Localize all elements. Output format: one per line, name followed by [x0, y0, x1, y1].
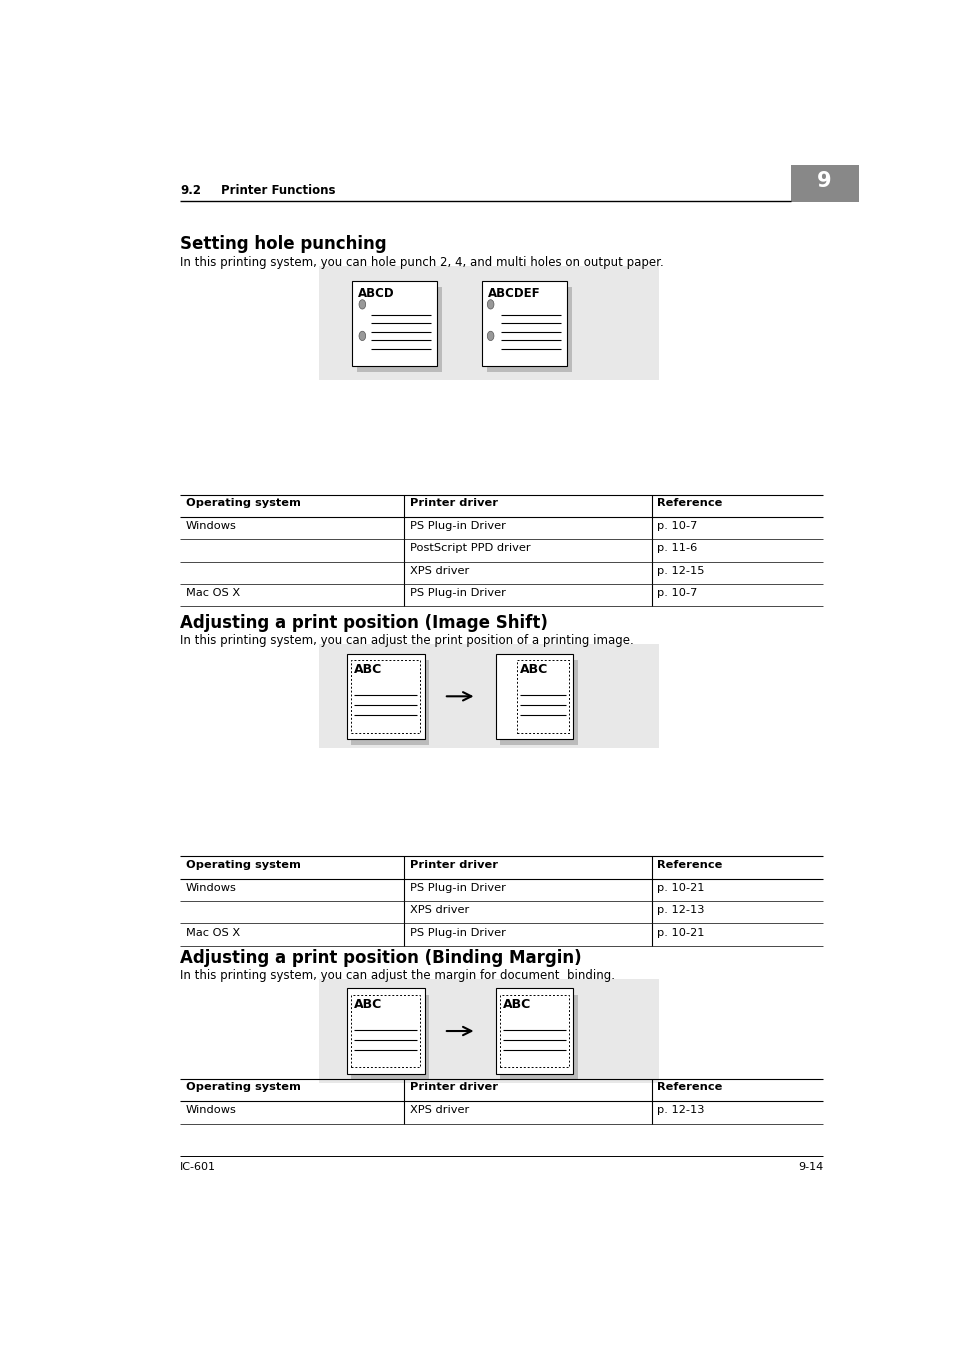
Bar: [352, 281, 436, 366]
Text: 9.2: 9.2: [180, 185, 201, 197]
Bar: [318, 644, 659, 748]
Text: IC-601: IC-601: [180, 1162, 215, 1172]
Text: In this printing system, you can adjust the print position of a printing image.: In this printing system, you can adjust …: [180, 634, 633, 647]
Circle shape: [358, 331, 365, 340]
Text: p. 10-7: p. 10-7: [657, 521, 698, 531]
Text: p. 12-15: p. 12-15: [657, 566, 704, 576]
Bar: [351, 660, 429, 745]
Text: Operating system: Operating system: [186, 1081, 300, 1092]
Bar: [499, 995, 578, 1080]
Bar: [318, 979, 659, 1083]
Text: XPS driver: XPS driver: [410, 1106, 469, 1115]
Text: Windows: Windows: [186, 883, 236, 892]
Text: Printer driver: Printer driver: [410, 498, 497, 508]
Text: Reference: Reference: [657, 860, 722, 869]
Text: PS Plug-in Driver: PS Plug-in Driver: [410, 883, 505, 892]
Text: PS Plug-in Driver: PS Plug-in Driver: [410, 927, 505, 938]
Text: Windows: Windows: [186, 521, 236, 531]
Text: Reference: Reference: [657, 498, 722, 508]
Text: Mac OS X: Mac OS X: [186, 589, 239, 598]
Bar: [356, 286, 441, 373]
Bar: [481, 281, 566, 366]
Text: 9-14: 9-14: [797, 1162, 822, 1172]
Circle shape: [487, 331, 494, 340]
Text: In this printing system, you can hole punch 2, 4, and multi holes on output pape: In this printing system, you can hole pu…: [180, 255, 663, 269]
Bar: [318, 266, 659, 381]
Bar: [499, 660, 578, 745]
Text: ABC: ABC: [354, 998, 382, 1011]
Text: p. 11-6: p. 11-6: [657, 544, 697, 554]
Bar: [486, 286, 571, 373]
Bar: [496, 653, 573, 738]
Text: XPS driver: XPS driver: [410, 566, 469, 576]
Bar: [517, 660, 568, 733]
Text: 9: 9: [817, 170, 831, 190]
Text: Adjusting a print position (Image Shift): Adjusting a print position (Image Shift): [180, 614, 547, 632]
Text: Printer driver: Printer driver: [410, 1081, 497, 1092]
Text: p. 10-21: p. 10-21: [657, 927, 704, 938]
Text: In this printing system, you can adjust the margin for document  binding.: In this printing system, you can adjust …: [180, 969, 615, 981]
Text: p. 10-21: p. 10-21: [657, 883, 704, 892]
Text: ABC: ABC: [519, 663, 548, 676]
Text: Setting hole punching: Setting hole punching: [180, 235, 386, 252]
Text: ABC: ABC: [354, 663, 382, 676]
Text: ABCDEF: ABCDEF: [488, 286, 540, 300]
Text: ABCD: ABCD: [357, 286, 395, 300]
Text: PostScript PPD driver: PostScript PPD driver: [410, 544, 530, 554]
Text: XPS driver: XPS driver: [410, 906, 469, 915]
Text: PS Plug-in Driver: PS Plug-in Driver: [410, 589, 505, 598]
Text: Operating system: Operating system: [186, 860, 300, 869]
Text: Operating system: Operating system: [186, 498, 300, 508]
Text: Printer driver: Printer driver: [410, 860, 497, 869]
Text: PS Plug-in Driver: PS Plug-in Driver: [410, 521, 505, 531]
Circle shape: [487, 300, 494, 309]
Bar: [790, 165, 858, 202]
Text: p. 10-7: p. 10-7: [657, 589, 698, 598]
Text: Printer Functions: Printer Functions: [220, 185, 335, 197]
Bar: [347, 653, 424, 738]
Bar: [496, 988, 573, 1073]
Bar: [351, 995, 419, 1068]
Bar: [351, 995, 429, 1080]
Circle shape: [358, 300, 365, 309]
Bar: [347, 988, 424, 1073]
Bar: [499, 995, 568, 1068]
Text: p. 12-13: p. 12-13: [657, 906, 704, 915]
Text: ABC: ABC: [502, 998, 531, 1011]
Text: Mac OS X: Mac OS X: [186, 927, 239, 938]
Text: Windows: Windows: [186, 1106, 236, 1115]
Bar: [351, 660, 419, 733]
Text: Adjusting a print position (Binding Margin): Adjusting a print position (Binding Marg…: [180, 949, 581, 967]
Text: p. 12-13: p. 12-13: [657, 1106, 704, 1115]
Text: Reference: Reference: [657, 1081, 722, 1092]
